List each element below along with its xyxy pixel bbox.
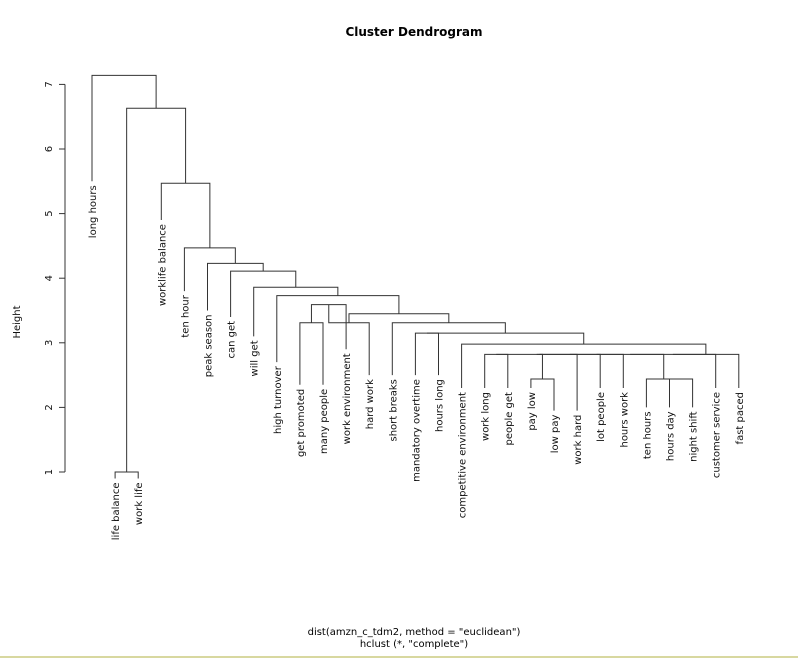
leaf-label: many people	[319, 389, 330, 454]
y-axis: 1 2 3 4 5 6 7	[44, 81, 66, 475]
leaf-label: fast paced	[735, 392, 746, 444]
leaf-label: high turnover	[273, 365, 284, 434]
leaf-label: hours long	[435, 379, 446, 432]
merge-link	[91, 74, 157, 182]
leaf-label: competitive environment	[458, 392, 469, 518]
y-tick-label: 7	[44, 81, 55, 87]
leaf-label: can get	[227, 321, 238, 359]
subtitle-method: hclust (*, "complete")	[360, 639, 468, 650]
y-tick-label: 6	[44, 146, 55, 152]
y-tick-label: 1	[44, 469, 55, 475]
chart-title: Cluster Dendrogram	[345, 25, 482, 39]
merge-link	[630, 353, 717, 389]
merge-link	[160, 182, 211, 248]
leaf-label: low pay	[550, 415, 561, 454]
y-tick-label: 2	[44, 404, 55, 410]
merge-link	[230, 270, 297, 317]
leaf-label: hours work	[619, 392, 630, 448]
dendrogram-tree	[91, 74, 740, 479]
merge-link	[126, 107, 187, 472]
merge-link	[426, 332, 585, 345]
merge-link	[569, 353, 624, 389]
merge-link	[414, 332, 439, 376]
leaf-label: work life	[134, 482, 145, 525]
leaf-labels: long hours life balance work life worklife …	[88, 185, 746, 540]
leaf-label: hard work	[365, 379, 376, 429]
merge-link	[669, 378, 694, 408]
leaf-label: will get	[250, 340, 261, 376]
merge-link	[539, 353, 601, 389]
leaf-label: work long	[481, 392, 492, 441]
merge-link	[299, 322, 324, 385]
leaf-label: work hard	[573, 415, 584, 465]
leaf-label: worklife balance	[157, 224, 168, 306]
leaf-label: lot people	[596, 392, 607, 442]
leaf-label: mandatory overtime	[411, 379, 422, 482]
merge-link	[672, 353, 740, 389]
merge-link	[253, 286, 339, 337]
y-tick-label: 5	[44, 210, 55, 216]
leaf-label: get promoted	[296, 389, 307, 457]
leaf-label: hours day	[666, 411, 677, 461]
merge-link	[183, 247, 236, 292]
merge-link	[276, 295, 400, 363]
leaf-label: work environment	[342, 353, 353, 444]
leaf-label: long hours	[88, 185, 99, 238]
merge-link	[596, 353, 665, 379]
leaf-label: people get	[504, 392, 515, 446]
leaf-label: short breaks	[388, 379, 399, 441]
y-tick-label: 4	[44, 275, 55, 281]
merge-link	[391, 322, 506, 376]
merge-link	[645, 378, 682, 408]
merge-link	[536, 353, 543, 379]
subtitle-distance: dist(amzn_c_tdm2, method = "euclidean")	[308, 627, 521, 638]
merge-link	[348, 313, 450, 323]
y-tick-label: 3	[44, 340, 55, 346]
leaf-label: pay low	[527, 392, 538, 431]
leaf-label: peak season	[204, 315, 215, 378]
leaf-label: night shift	[689, 411, 700, 462]
merge-link	[484, 353, 509, 389]
merge-link	[114, 471, 139, 479]
leaf-label: life balance	[111, 482, 122, 540]
leaf-label: customer service	[712, 392, 723, 478]
leaf-label: ten hours	[642, 411, 653, 459]
bottom-divider	[0, 656, 798, 658]
leaf-label: ten hour	[180, 294, 191, 337]
y-axis-label: Height	[12, 305, 23, 338]
